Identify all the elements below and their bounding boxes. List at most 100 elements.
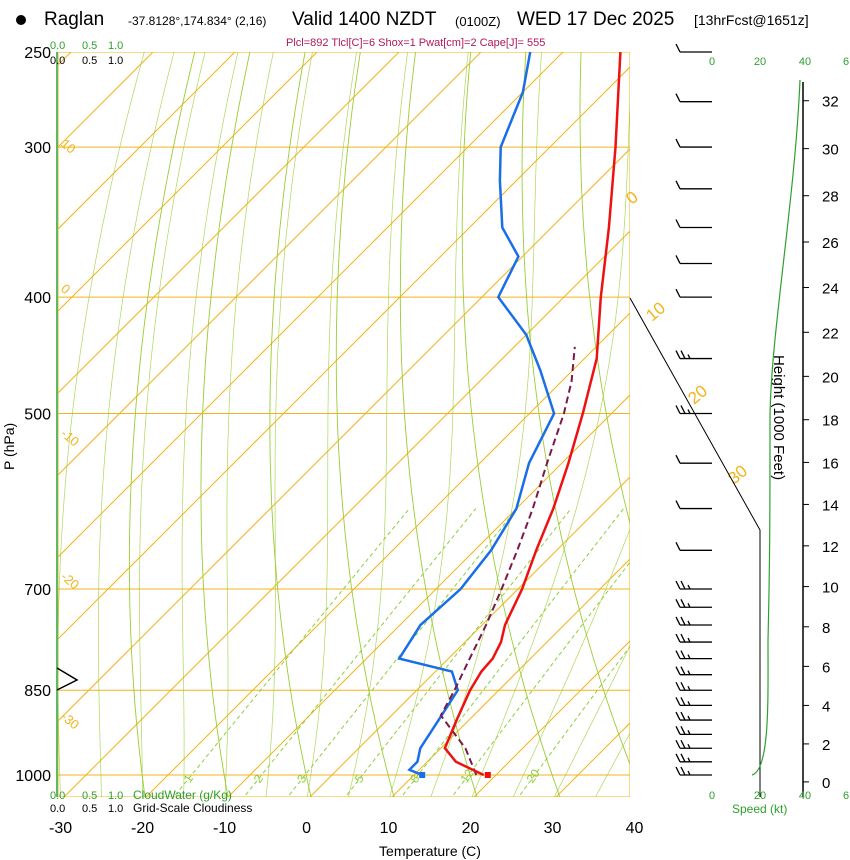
moist-adiabat-15 xyxy=(430,52,542,797)
wind-barb-flag-0-0 xyxy=(675,766,681,776)
wind-barb-21 xyxy=(675,180,712,190)
dry-adiabat-280 xyxy=(335,52,395,797)
cloud-bottom-black-0: 0.0 xyxy=(50,803,65,815)
height-tick-18: 18 xyxy=(822,413,839,430)
cloud-top-black-1: 0.5 xyxy=(82,55,97,67)
cloud-bottom-green-2: 1.0 xyxy=(108,790,123,802)
dry-adiabat-310 xyxy=(521,52,630,766)
height-tick-4: 4 xyxy=(822,698,830,715)
height-tick-6: 6 xyxy=(822,659,830,676)
wind-barb-half-12 xyxy=(687,584,691,590)
y-axis-label: P (hPa) xyxy=(1,423,17,470)
x-tick--20: -20 xyxy=(131,820,154,837)
mixing-line-5 xyxy=(344,508,572,797)
wind-barb-0 xyxy=(675,766,712,776)
wind-barb-flag-21-0 xyxy=(675,180,681,190)
wind-barb-flag-6-1 xyxy=(680,681,686,691)
x-tick--10: -10 xyxy=(213,820,236,837)
wind-barb-18 xyxy=(675,288,712,298)
p-tick-500: 500 xyxy=(24,407,51,424)
wind-barb-17 xyxy=(675,350,712,360)
wind-barb-flag-20-0 xyxy=(675,219,681,228)
adiabat-label-1: 0 xyxy=(58,281,73,297)
height-tick-10: 10 xyxy=(822,580,839,597)
moist-adiabat-0 xyxy=(306,52,357,797)
isotherm--50 xyxy=(58,66,630,640)
wind-barb-flag-2-1 xyxy=(680,739,686,749)
wind-barb-2 xyxy=(675,739,712,749)
wind-barb-flag-14-0 xyxy=(675,500,681,509)
wind-barb-flag-7-0 xyxy=(675,666,681,675)
wind-barb-half-8 xyxy=(687,654,691,659)
cloud-top-black-0: 0.0 xyxy=(50,55,65,67)
wind-barb-13 xyxy=(675,542,712,551)
wind-barb-flag-9-0 xyxy=(675,633,681,643)
station-name: Raglan xyxy=(44,9,105,30)
wind-barb-flag-11-1 xyxy=(680,598,686,608)
wind-barb-22 xyxy=(675,138,712,148)
wind-barb-14 xyxy=(675,500,712,510)
cloud-bottom-green-0: 0.0 xyxy=(50,790,65,802)
cloud-top-green-1: 0.5 xyxy=(82,40,97,52)
dry-adiabat-260 xyxy=(200,52,251,797)
wind-barb-half-11 xyxy=(687,602,691,608)
moist-adiabat--10 xyxy=(224,52,274,797)
speed-bottom-0: 0 xyxy=(709,790,715,802)
adiabat-label-0: 10 xyxy=(58,136,79,157)
wind-barb-7 xyxy=(675,666,712,676)
wind-barb-11 xyxy=(675,598,712,608)
cloud-bottom-black-2: 1.0 xyxy=(108,803,123,815)
wind-barb-flag-9-1 xyxy=(680,633,686,643)
wind-barb-half-1 xyxy=(687,757,691,763)
wind-barb-half-7 xyxy=(687,670,691,675)
mixing-line-8 xyxy=(400,508,624,797)
mixing-label-1: 2 xyxy=(251,772,266,786)
height-tick-22: 22 xyxy=(822,325,839,342)
dry-adiabat-290 xyxy=(399,52,478,797)
adiabat-label-4: -30 xyxy=(58,709,82,733)
parcel-line xyxy=(439,346,576,776)
cloudiness-label: Grid-Scale Cloudiness xyxy=(133,801,252,815)
speed-top-1: 20 xyxy=(754,56,766,68)
wind-barb-half-4 xyxy=(687,715,691,721)
isotherm-40 xyxy=(635,52,850,800)
cloudwater-label: CloudWater (g/Kg) xyxy=(133,788,232,802)
wind-barb-5 xyxy=(675,697,712,707)
height-tick-2: 2 xyxy=(822,737,830,754)
moist-adiabat--30 xyxy=(58,52,145,797)
cloud-top-green-0: 0.0 xyxy=(50,40,65,52)
wind-barb-flag-18-0 xyxy=(675,288,681,298)
wind-barb-flag-10-1 xyxy=(680,616,686,626)
wind-barb-1 xyxy=(675,753,712,763)
wind-barb-23 xyxy=(675,93,712,103)
wind-barb-flag-22-0 xyxy=(675,138,681,148)
height-tick-8: 8 xyxy=(822,620,830,637)
moist-adiabat-35 xyxy=(595,732,630,797)
moist-adiabat--20 xyxy=(139,52,206,797)
moist-adiabat-30 xyxy=(553,645,630,797)
speed-bottom-3: 6 xyxy=(843,790,849,802)
wind-barb-flag-8-0 xyxy=(675,650,681,659)
p-tick-850: 850 xyxy=(24,683,51,700)
height-tick-24: 24 xyxy=(822,281,839,298)
wind-barb-flag-3-1 xyxy=(680,726,686,735)
isotherm--30 xyxy=(63,230,630,797)
wind-barb-flag-6-0 xyxy=(675,681,681,691)
moist-adiabat--5 xyxy=(265,52,313,797)
temperature-line xyxy=(443,52,622,777)
mixing-label-3: 5 xyxy=(352,772,367,786)
station-coords: -37.8128°,174.834° (2,16) xyxy=(128,14,267,28)
height-tick-28: 28 xyxy=(822,189,839,206)
cloud-bottom-green-1: 0.5 xyxy=(82,790,97,802)
wind-barb-flag-1-1 xyxy=(680,753,686,763)
height-tick-30: 30 xyxy=(822,142,839,159)
x-axis-label: Temperature (C) xyxy=(379,843,481,859)
wind-barb-flag-23-0 xyxy=(675,93,681,102)
speed-label: Speed (kt) xyxy=(732,802,787,816)
isotherm--40 xyxy=(58,148,630,722)
wind-barb-9 xyxy=(675,633,712,643)
wind-barb-flag-0-1 xyxy=(680,766,686,776)
wind-barb-half-5 xyxy=(687,701,691,706)
